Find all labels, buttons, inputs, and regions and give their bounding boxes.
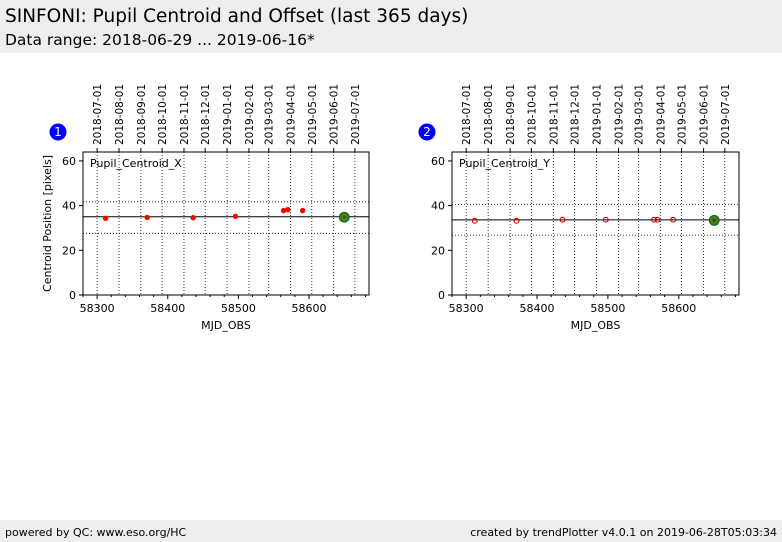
data-point: [102, 215, 109, 222]
top-axis-date-label: 2018-10-01: [526, 84, 538, 145]
trend-charts: 2018-07-01 2018-08-01 2018-09-01 2018-10-01…: [41, 84, 740, 332]
x-tick-label: 58400: [150, 302, 185, 315]
top-axis-date-label: 2018-10-01: [157, 84, 169, 145]
x-tick-label: 58500: [590, 302, 625, 315]
plot-frame: [451, 151, 740, 296]
top-axis-date-label: 2019-04-01: [655, 84, 667, 145]
x-axis-label: MJD_OBS: [571, 319, 621, 332]
top-axis-date-label: 2019-01-01: [222, 84, 234, 145]
y-tick-label: 60: [62, 155, 76, 168]
footer-powered-by: powered by QC: www.eso.org/HC: [5, 526, 187, 539]
y-tick-label: 60: [431, 155, 445, 168]
data-point: [602, 216, 609, 223]
data-point: [670, 216, 677, 223]
data-point: [190, 214, 196, 221]
top-axis-date-label: 2019-05-01: [677, 84, 689, 145]
panel-number-badge: [418, 123, 436, 141]
panel-number-label: 1: [54, 125, 62, 139]
page-header: SINFONI: Pupil Centroid and Offset (last…: [0, 0, 782, 53]
data-point: [144, 214, 150, 221]
top-axis-date-label: 2018-09-01: [136, 84, 148, 145]
x-axis-label: MJD_OBS: [201, 319, 251, 332]
panel-number-label: 2: [423, 125, 431, 139]
top-axis-date-label: 2018-07-01: [461, 84, 473, 145]
data-point: [654, 216, 661, 223]
top-axis-date-label: 2019-02-01: [614, 84, 626, 145]
top-axis-date-label: 2019-07-01: [720, 84, 732, 145]
chart-panel-1: 2018-07-01 2018-08-01 2018-09-01 2018-10-01…: [41, 84, 370, 332]
plot-frame: [82, 151, 370, 296]
top-axis-date-label: 2018-07-01: [92, 84, 104, 145]
footer-created-by: created by trendPlotter v4.0.1 on 2019-0…: [470, 526, 777, 539]
data-point: [559, 216, 566, 223]
x-tick-label: 58400: [520, 302, 555, 315]
top-axis-date-label: 2019-05-01: [307, 84, 319, 145]
data-point: [299, 207, 306, 214]
x-tick-label: 58600: [661, 302, 696, 315]
y-tick-label: 40: [431, 200, 445, 213]
y-tick-label: 20: [62, 244, 76, 257]
top-axis-date-label: 2018-11-01: [548, 84, 560, 145]
top-axis-date-label: 2018-12-01: [200, 84, 212, 145]
y-tick-label: 40: [62, 200, 76, 213]
top-axis-date-label: 2019-03-01: [264, 84, 276, 145]
top-axis-date-label: 2018-08-01: [114, 84, 126, 145]
top-axis-date-label: 2019-07-01: [350, 84, 362, 145]
x-tick-label: 58500: [221, 302, 256, 315]
y-axis-label: Centroid Position [pixels]: [41, 155, 54, 292]
x-tick-label: 58600: [291, 302, 326, 315]
top-axis-date-label: 2019-02-01: [244, 84, 256, 145]
top-axis-date-label: 2018-11-01: [179, 84, 191, 145]
top-axis-date-label: 2018-09-01: [505, 84, 517, 145]
series-label: Pupil_Centroid_X: [90, 157, 182, 170]
top-axis-date-label: 2019-06-01: [329, 84, 341, 145]
page-title: SINFONI: Pupil Centroid and Offset (last…: [5, 6, 469, 27]
top-axis-date-label: 2018-08-01: [483, 84, 495, 145]
series-label: Pupil_Centroid_Y: [459, 157, 550, 170]
top-axis-date-label: 2018-12-01: [570, 84, 582, 145]
y-tick-label: 0: [438, 289, 445, 302]
data-range-subtitle: Data range: 2018-06-29 ... 2019-06-16*: [5, 31, 315, 49]
y-tick-label: 0: [69, 289, 76, 302]
page-footer: powered by QC: www.eso.org/HC created by…: [0, 520, 782, 542]
top-axis-date-label: 2019-04-01: [286, 84, 298, 145]
x-tick-label: 58300: [449, 302, 484, 315]
latest-data-point-core: [712, 218, 716, 222]
latest-data-point-core: [342, 215, 346, 219]
chart-panel-2: 2018-07-01 2018-08-01 2018-09-01 2018-10-01…: [418, 84, 740, 332]
x-tick-label: 58300: [80, 302, 115, 315]
data-point: [651, 216, 657, 223]
top-axis-date-label: 2019-01-01: [592, 84, 604, 145]
top-axis-date-label: 2019-03-01: [633, 84, 645, 145]
top-axis-date-label: 2019-06-01: [699, 84, 711, 145]
data-point: [513, 217, 520, 224]
y-tick-label: 20: [431, 244, 445, 257]
data-point: [232, 213, 239, 220]
data-point: [285, 206, 291, 213]
data-point: [471, 217, 478, 224]
panel-number-badge: [49, 123, 67, 141]
